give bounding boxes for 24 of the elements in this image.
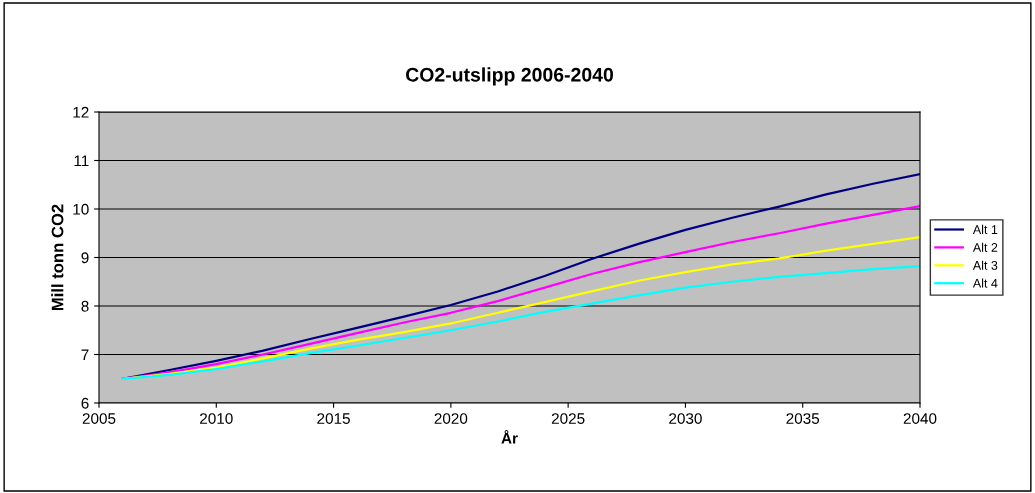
x-tick-label: 2025 — [551, 413, 585, 424]
chart-title: CO2-utslipp 2006-2040 — [406, 67, 613, 86]
y-tick-label: 6 — [81, 397, 89, 409]
line-series — [121, 265, 920, 380]
line-series — [121, 204, 920, 380]
legend-label: Alt 4 — [972, 278, 998, 288]
x-tick-label: 2030 — [669, 413, 702, 424]
y-tick-label: 9 — [81, 252, 89, 264]
y-tick-label: 12 — [73, 106, 89, 118]
x-tick-label: 2005 — [82, 413, 116, 424]
legend-label: Alt 2 — [972, 242, 998, 252]
y-tick-label: 11 — [74, 155, 89, 167]
x-tick-label: 2040 — [903, 413, 937, 424]
y-tick-label: 8 — [81, 300, 89, 312]
legend-label: Alt 1 — [972, 224, 998, 234]
x-axis-title: År — [501, 430, 518, 444]
legend-label: Alt 3 — [972, 260, 998, 270]
x-tick-label: 2010 — [200, 413, 233, 424]
y-axis-title: Mill tonn CO2 — [51, 204, 64, 311]
x-tick-label: 2015 — [317, 413, 350, 424]
x-tick-label: 2020 — [434, 413, 468, 424]
y-tick-label: 7 — [81, 349, 89, 361]
y-tick-label: 10 — [73, 203, 89, 215]
x-tick-label: 2035 — [786, 413, 820, 424]
